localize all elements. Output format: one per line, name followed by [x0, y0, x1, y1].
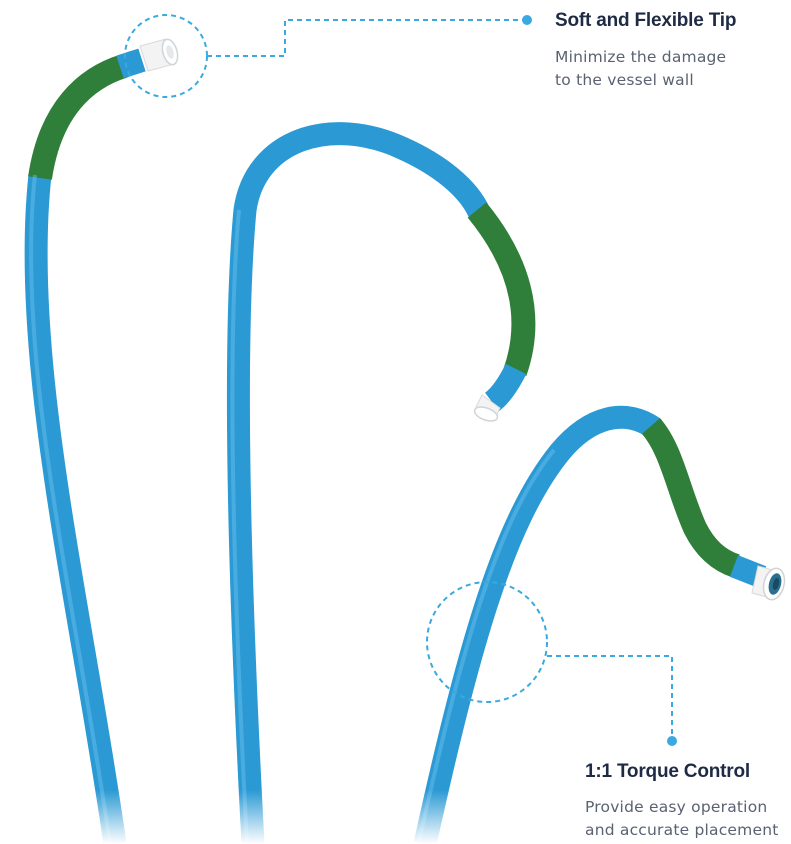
catheter-right [413, 405, 786, 844]
catheter-middle-shaft [226, 122, 490, 844]
catheter-right-coating [641, 418, 741, 578]
catheter-left-coating [28, 54, 128, 180]
tip-callout-line-1: Minimize the damage [555, 48, 727, 66]
catheter-left-tip [139, 38, 179, 72]
catheter-right-shaft [413, 405, 661, 844]
catheter-middle-tip [473, 394, 501, 422]
tip-callout-title: Soft and Flexible Tip [555, 10, 737, 31]
tip-callout-description: Minimize the damage to the vessel wall [555, 46, 726, 92]
torque-callout-line-1: Provide easy operation [585, 798, 768, 816]
torque-callout-title: 1:1 Torque Control [585, 761, 750, 782]
tip-leader-dot [522, 15, 532, 25]
torque-leader-line [547, 655, 673, 741]
tip-leader-line [207, 19, 527, 57]
torque-callout-description: Provide easy operation and accurate plac… [585, 796, 779, 842]
catheter-left [24, 38, 179, 844]
catheter-middle-coating [467, 202, 536, 376]
tip-callout-line-2: to the vessel wall [555, 71, 694, 89]
torque-leader-dot [667, 736, 677, 746]
torque-highlight-circle [426, 581, 548, 703]
catheter-middle [226, 122, 536, 844]
catheter-right-tip [751, 565, 786, 601]
torque-callout-lines [426, 581, 677, 746]
bottom-fade [0, 790, 791, 844]
tip-callout-lines [124, 14, 532, 98]
catheter-left-shaft [24, 173, 127, 844]
torque-callout-line-2: and accurate placement [585, 821, 779, 839]
